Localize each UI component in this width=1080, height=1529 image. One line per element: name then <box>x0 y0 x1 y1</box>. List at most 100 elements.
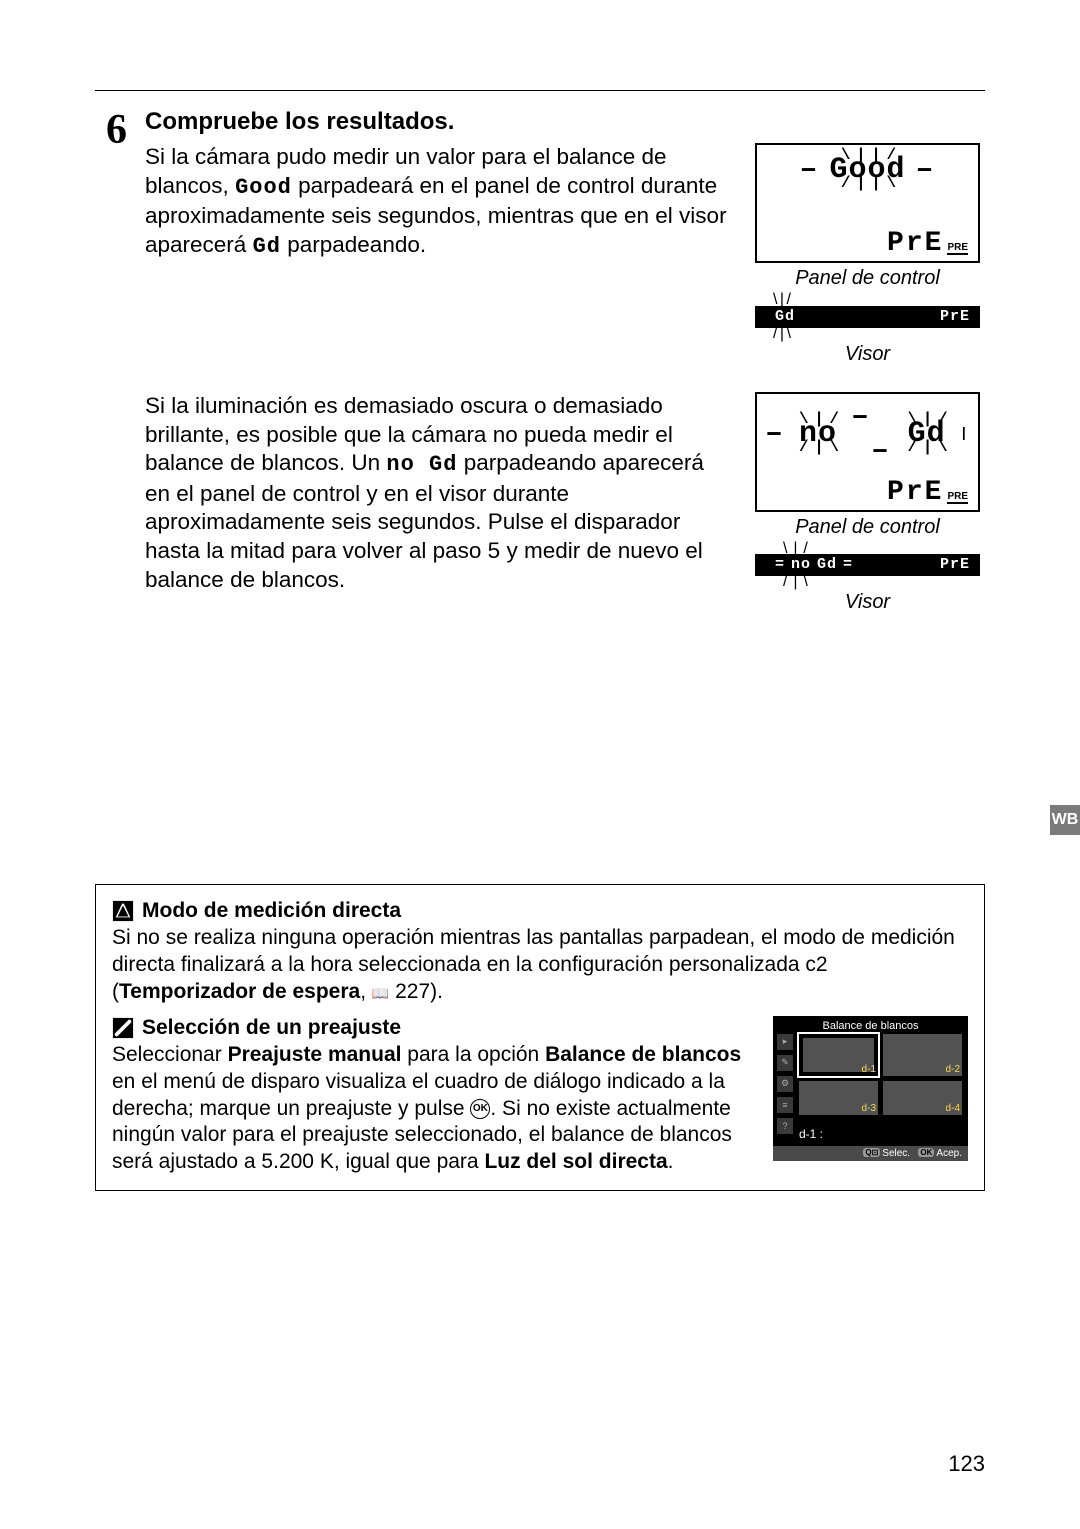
n2-p8: . <box>668 1150 674 1173</box>
lcd-nogd-row: – \ | / no / | \ – – \ | / Gd / | \ <box>765 400 970 468</box>
success-figures: – \ | | / Good / | | \ – PrE PRE <box>750 143 985 365</box>
caution-icon <box>112 900 134 922</box>
fail-part-1: no Gd <box>386 452 457 477</box>
success-part-1: Good <box>235 175 292 200</box>
dash-2: – – <box>851 400 894 468</box>
lcd-pre-tag-fail: PRE <box>947 491 968 504</box>
note1-p2: , <box>360 980 372 1003</box>
sidebar-icon-2: ✎ <box>777 1055 793 1071</box>
vf-gd: Gd <box>817 556 837 573</box>
note1-title: Modo de medición directa <box>142 899 401 923</box>
note2-title: Selección de un preajuste <box>142 1016 401 1040</box>
success-part-3: Gd <box>253 234 281 259</box>
dialog-sidebar: ▸ ✎ ⚙ ≡ ? <box>777 1034 793 1134</box>
fail-figures: – \ | / no / | \ – – \ | / Gd / | \ <box>750 392 985 614</box>
fail-control-panel: – \ | / no / | \ – – \ | / Gd / | \ <box>755 392 980 512</box>
step-title: Compruebe los resultados. <box>145 109 985 135</box>
blink-no: \ | / no / | \ <box>795 415 841 452</box>
vf-right: PrE <box>940 308 970 325</box>
page: 6 Compruebe los resultados. Si la cámara… <box>0 0 1080 1529</box>
dash-left: – <box>799 153 819 187</box>
dash-right: – <box>916 153 936 187</box>
lcd-pre-fail: PrE <box>887 477 943 508</box>
caption-panel-fail: Panel de control <box>795 516 940 539</box>
footer-zoom: Selec. <box>882 1148 910 1159</box>
caption-panel-success: Panel de control <box>795 267 940 290</box>
sidebar-icon-3: ⚙ <box>777 1076 793 1092</box>
sidebar-icon-4: ≡ <box>777 1097 793 1113</box>
note2-text-col: Selección de un preajuste Seleccionar Pr… <box>112 1016 759 1176</box>
step-success-row: Si la cámara pudo medir un valor para el… <box>145 143 985 365</box>
blink-gd-bot-icon: / | \ <box>908 443 946 453</box>
top-rule <box>95 90 985 91</box>
n2-p1: Preajuste manual <box>228 1043 402 1066</box>
slot-label-1: d-1 <box>862 1064 876 1075</box>
zoom-icon: Q⊡ <box>863 1148 880 1157</box>
vf-right-fail: PrE <box>940 556 970 573</box>
preset-slot-d1: d-1 <box>799 1034 878 1076</box>
lcd-good-row: – \ | | / Good / | | \ – <box>765 151 970 188</box>
note1-p1: Temporizador de espera <box>119 980 360 1003</box>
dash-3: | <box>960 426 970 442</box>
sidebar-icon-5: ? <box>777 1118 793 1134</box>
footer-ok: Acep. <box>936 1148 962 1159</box>
dialog-current: d-1 : <box>799 1127 823 1141</box>
lcd-pre-row: PrE PRE <box>765 228 970 259</box>
preset-slot-d2: d-2 <box>883 1034 962 1076</box>
n2-p3: Balance de blancos <box>545 1043 741 1066</box>
n2-p0: Seleccionar <box>112 1043 228 1066</box>
slot-label-4: d-4 <box>946 1103 960 1114</box>
blink-mark-bot-icon: / | | \ <box>841 179 894 189</box>
step-fail-row: Si la iluminación es demasiado oscura o … <box>145 392 985 614</box>
vf-no: no <box>791 556 811 573</box>
note2-row: Selección de un preajuste Seleccionar Pr… <box>112 1016 968 1176</box>
blink-no-bot-icon: / | \ <box>799 443 837 453</box>
vf-left-group: = no Gd = <box>775 556 853 573</box>
blink-gd: \ | / Gd / | \ <box>904 415 950 452</box>
fail-viewfinder: \ | / = no Gd = PrE / | \ <box>755 543 980 587</box>
dialog-grid: d-1 d-2 d-3 d-4 <box>799 1034 962 1115</box>
n2-p2: para la opción <box>401 1043 545 1066</box>
side-tab-wb: WB <box>1050 805 1080 835</box>
note2-title-row: Selección de un preajuste <box>112 1016 759 1040</box>
step-body: Compruebe los resultados. Si la cámara p… <box>145 109 985 614</box>
sidebar-icon-1: ▸ <box>777 1034 793 1050</box>
n2-p7: Luz del sol directa <box>484 1150 667 1173</box>
note1-body: Si no se realiza ninguna operación mient… <box>112 925 968 1006</box>
note1-title-row: Modo de medición directa <box>112 899 968 923</box>
ok-icon: OK <box>918 1148 934 1157</box>
vf-blink-bot2-icon: / | \ <box>755 576 807 587</box>
dash-1: – <box>765 417 785 451</box>
book-ref-icon: 📖 <box>372 985 389 1001</box>
vf-blink-bot-icon: / | \ <box>755 328 790 339</box>
vf-eq2-icon: = <box>843 556 853 573</box>
vf-blink-top-icon: \ | / <box>755 294 790 305</box>
ok-button-icon <box>470 1097 490 1120</box>
step-fail-text: Si la iluminación es demasiado oscura o … <box>145 392 732 595</box>
step-6: 6 Compruebe los resultados. Si la cámara… <box>95 109 985 614</box>
preset-dialog-screenshot: Balance de blancos ▸ ✎ ⚙ ≡ ? d-1 d-2 d-3… <box>773 1016 968 1161</box>
slot-label-2: d-2 <box>946 1064 960 1075</box>
success-viewfinder: \ | / Gd PrE / | \ <box>755 294 980 338</box>
preset-slot-d4: d-4 <box>883 1081 962 1115</box>
tip-icon <box>112 1017 134 1039</box>
success-control-panel: – \ | | / Good / | | \ – PrE PRE <box>755 143 980 263</box>
page-number: 123 <box>948 1451 985 1477</box>
step-success-text: Si la cámara pudo medir un valor para el… <box>145 143 732 261</box>
preset-slot-d3: d-3 <box>799 1081 878 1115</box>
vf-blink-top2-icon: \ | / <box>755 543 807 554</box>
step-number: 6 <box>95 109 127 151</box>
lcd-pre-tag: PRE <box>947 242 968 255</box>
slot-label-3: d-3 <box>862 1103 876 1114</box>
blink-good: \ | | / Good / | | \ <box>825 151 909 188</box>
dialog-title: Balance de blancos <box>777 1020 964 1032</box>
note1-p4: 227). <box>389 980 443 1003</box>
vf-eq1-icon: = <box>775 556 785 573</box>
note-box: Modo de medición directa Si no se realiz… <box>95 884 985 1191</box>
caption-vf-success: Visor <box>845 343 890 366</box>
success-part-4: parpadeando. <box>281 232 426 257</box>
lcd-pre: PrE <box>887 228 943 259</box>
note2-body: Seleccionar Preajuste manual para la opc… <box>112 1042 759 1176</box>
dialog-footer: Q⊡Selec. OKAcep. <box>773 1146 968 1161</box>
caption-vf-fail: Visor <box>845 591 890 614</box>
